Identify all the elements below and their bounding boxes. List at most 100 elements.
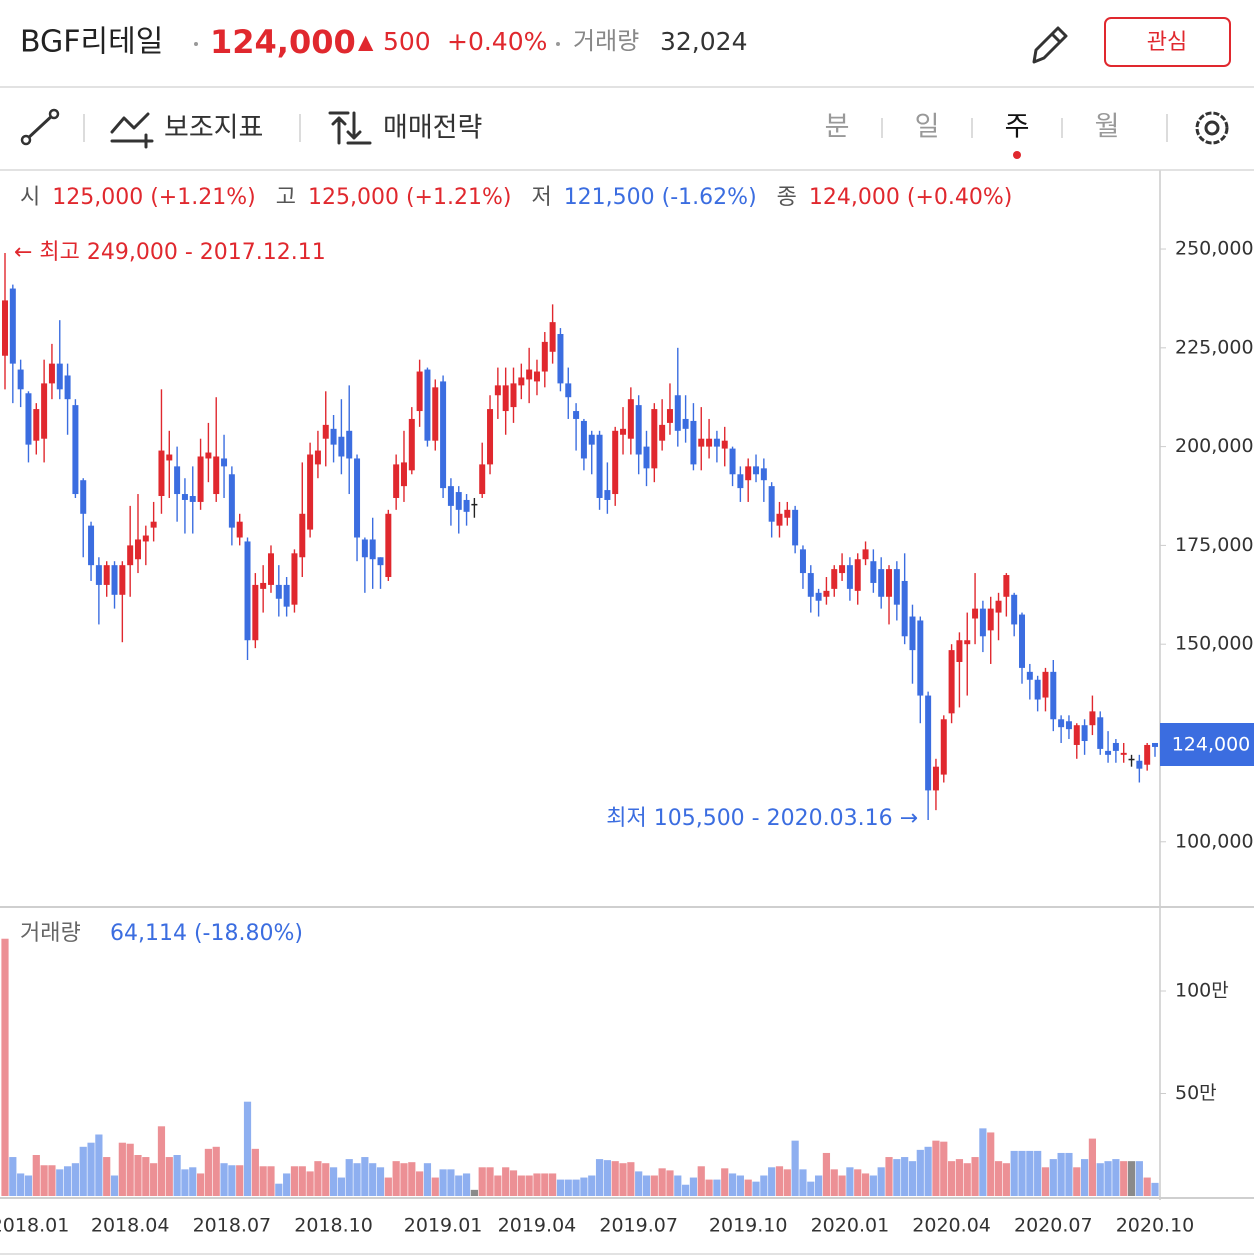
volume-bar bbox=[1104, 1161, 1112, 1196]
candle-body bbox=[690, 420, 697, 465]
volume-bar bbox=[838, 1175, 846, 1196]
period-tab[interactable]: 월 bbox=[1095, 112, 1120, 143]
edit-button[interactable] bbox=[1032, 26, 1068, 64]
volume-bar bbox=[736, 1175, 744, 1196]
line-icon bbox=[24, 112, 56, 142]
period-tab-active[interactable]: 주 bbox=[1005, 112, 1030, 143]
candle-body bbox=[596, 434, 603, 498]
volume-bar bbox=[345, 1159, 353, 1196]
indicators-button[interactable]: 보조지표 bbox=[110, 112, 263, 149]
volume-value: 64,114 (-18.80%) bbox=[110, 921, 303, 946]
volume-bar bbox=[486, 1167, 494, 1196]
volume-bar bbox=[329, 1167, 338, 1196]
volume-bar bbox=[713, 1179, 721, 1196]
volume-bar bbox=[1034, 1150, 1042, 1196]
candle-body bbox=[111, 565, 118, 595]
volume-bar bbox=[110, 1175, 119, 1196]
candle-body bbox=[878, 569, 885, 597]
volume-bar bbox=[1049, 1159, 1057, 1196]
volume-bar bbox=[1127, 1161, 1136, 1196]
candle-body bbox=[291, 553, 298, 605]
volume-bar bbox=[423, 1163, 432, 1196]
candle-body bbox=[1105, 750, 1112, 755]
candle-body bbox=[932, 766, 939, 791]
candle-body bbox=[1042, 671, 1049, 698]
candle-body bbox=[1011, 594, 1018, 625]
candle-body bbox=[1026, 671, 1033, 680]
volume-bar bbox=[744, 1179, 752, 1196]
candle-body bbox=[870, 561, 877, 583]
candle-body bbox=[142, 535, 149, 542]
candle-body bbox=[643, 446, 650, 469]
volume-bar bbox=[830, 1169, 838, 1196]
separator-dot bbox=[556, 42, 560, 46]
volume-bar bbox=[642, 1175, 651, 1196]
volume-bar bbox=[603, 1160, 611, 1196]
candle-body bbox=[549, 322, 556, 352]
volume-bar bbox=[728, 1173, 737, 1196]
candle-body bbox=[972, 608, 979, 619]
volume-bar bbox=[1057, 1152, 1065, 1196]
candle-body bbox=[612, 430, 619, 495]
volume-bar bbox=[721, 1168, 729, 1196]
candle-body bbox=[1003, 575, 1010, 597]
active-dot bbox=[1013, 151, 1021, 159]
candle-body bbox=[1128, 758, 1135, 761]
candle-body bbox=[1058, 719, 1065, 728]
volume-bar bbox=[416, 1171, 424, 1196]
volume-bar bbox=[79, 1146, 87, 1196]
volume-bar bbox=[56, 1169, 64, 1196]
volume-bar bbox=[204, 1148, 213, 1196]
period-tab[interactable]: 일 bbox=[915, 112, 940, 143]
candle-body bbox=[807, 573, 814, 597]
candle-body bbox=[197, 456, 204, 502]
volume-bar bbox=[400, 1163, 408, 1196]
y-tick-label: 150,000 bbox=[1175, 633, 1254, 655]
candle-body bbox=[134, 539, 141, 560]
ohlc-value: 121,500 (-1.62%) bbox=[564, 185, 757, 210]
volume-bar bbox=[322, 1163, 330, 1196]
x-tick-label: 2019.10 bbox=[709, 1215, 788, 1237]
candle-body bbox=[189, 496, 196, 502]
change-arrow: ▲ bbox=[358, 30, 374, 54]
volume-bar bbox=[1041, 1167, 1050, 1196]
high-annotation: ← 최고 249,000 - 2017.12.11 bbox=[14, 240, 326, 265]
volume-bar bbox=[1088, 1138, 1097, 1196]
candle-body bbox=[447, 486, 454, 506]
separator-dot bbox=[194, 42, 198, 46]
candle-body bbox=[799, 549, 806, 574]
candle-body bbox=[479, 464, 486, 495]
volume-bar bbox=[259, 1166, 267, 1196]
indicator-icon bbox=[110, 112, 154, 149]
period-tab[interactable]: 분 bbox=[825, 112, 850, 143]
watch-button[interactable]: 관심 bbox=[1104, 17, 1231, 67]
y-tick-label: 200,000 bbox=[1175, 435, 1254, 457]
candle-body bbox=[354, 458, 361, 538]
candle-body bbox=[307, 454, 314, 530]
volume: 32,024 bbox=[660, 27, 747, 56]
volume-bar bbox=[181, 1169, 189, 1196]
button-label: 관심 bbox=[1147, 30, 1187, 55]
volume-bar bbox=[236, 1165, 244, 1196]
volume-bar bbox=[48, 1165, 56, 1196]
volume-title: 거래량 bbox=[20, 921, 81, 946]
x-tick-label: 2018.04 bbox=[91, 1215, 170, 1237]
volume-bar bbox=[353, 1163, 361, 1196]
candle-body bbox=[776, 513, 783, 526]
volume-bar bbox=[760, 1175, 768, 1196]
settings-button[interactable] bbox=[1195, 111, 1229, 145]
candle-body bbox=[698, 438, 705, 447]
strategy-button[interactable]: 매매전략 bbox=[328, 111, 482, 145]
volume-bar bbox=[157, 1126, 166, 1196]
volume-bar bbox=[689, 1177, 698, 1196]
candle-body bbox=[502, 385, 509, 412]
volume-bar bbox=[290, 1166, 299, 1196]
candle-body bbox=[846, 565, 853, 589]
draw-tool[interactable] bbox=[20, 108, 60, 146]
volume-bar bbox=[572, 1179, 580, 1196]
candle-body bbox=[909, 616, 916, 651]
candle-body bbox=[713, 438, 720, 447]
volume-bar bbox=[17, 1173, 25, 1196]
volume-bar bbox=[893, 1159, 901, 1196]
volume-bar bbox=[196, 1173, 205, 1196]
